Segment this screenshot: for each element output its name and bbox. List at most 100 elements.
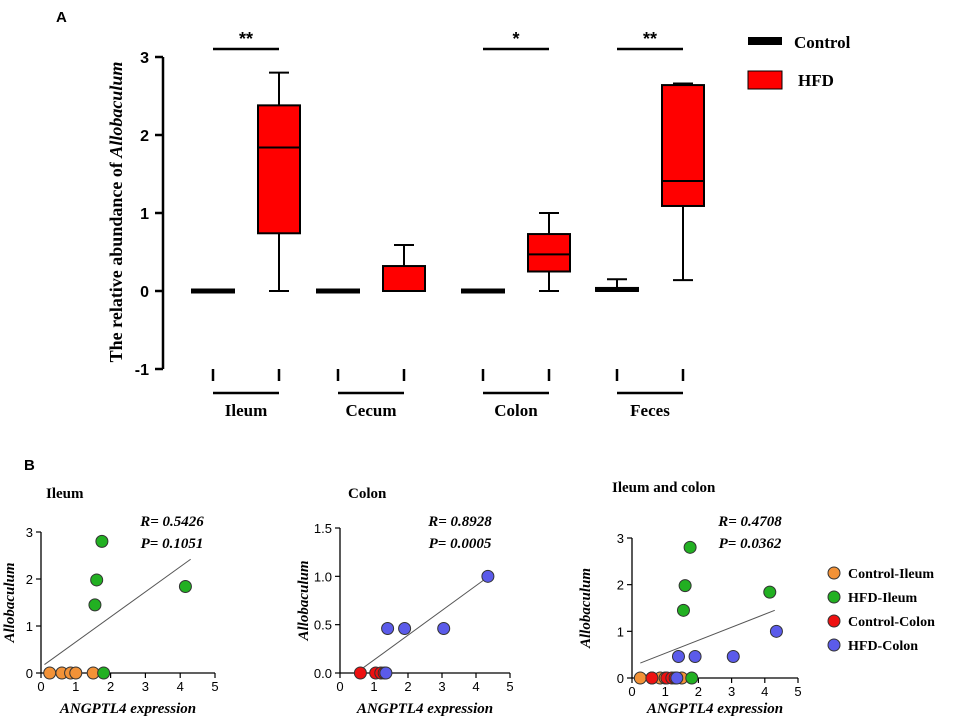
scatter-point-control-ileum — [43, 666, 57, 680]
scatter-x-tick-label: 5 — [794, 684, 801, 699]
legend-control-swatch — [748, 37, 782, 45]
scatter-y-tick-label: 1 — [26, 619, 33, 634]
scatter-x-tick-label: 1 — [662, 684, 669, 699]
scatter-point-hfd-colon — [688, 650, 702, 664]
scatter-y-tick-label: 0 — [617, 671, 624, 686]
panel-a-ylabel-prefix: The relative abundance of — [106, 158, 126, 363]
scatter-point-hfd-ileum — [676, 603, 690, 617]
scatter-ileum-title: Ileum — [46, 486, 84, 502]
scatter-point-control-ileum — [633, 671, 647, 685]
correlation-r: R= 0.4708 — [717, 514, 782, 530]
scatter-x-tick-label: 2 — [404, 679, 411, 694]
legend-hfd-label: HFD — [798, 71, 834, 90]
scatter-point-hfd-colon — [381, 622, 395, 636]
panel-a-ylabel-italic: Allobaculum — [106, 62, 126, 159]
scatter-colon-title: Colon — [348, 486, 387, 502]
scatter-point-hfd-ileum — [683, 540, 697, 554]
scatter-point-hfd-colon — [671, 650, 685, 664]
group-label: Feces — [630, 401, 670, 420]
box-hfd — [257, 104, 301, 235]
scatter-x-tick-label: 1 — [370, 679, 377, 694]
legend-hfd-ileum-label: HFD-Ileum — [848, 591, 918, 606]
scatter-point-hfd-ileum — [678, 579, 692, 593]
scatter-x-label: ANGPTL4 expression — [59, 701, 196, 717]
scatter-x-tick-label: 1 — [72, 679, 79, 694]
correlation-r: R= 0.8928 — [427, 514, 492, 530]
scatter-point-control-colon — [645, 671, 659, 685]
scatter-both-title: Ileum and colon — [612, 480, 716, 496]
scatter-point-control-colon — [353, 666, 367, 680]
regression-line — [640, 609, 775, 664]
legend-hfd-swatch — [747, 70, 783, 90]
panel-a-y-tick-label: -1 — [135, 362, 149, 379]
panel-a-y-tick-label: 2 — [140, 128, 149, 145]
box-hfd — [661, 84, 705, 207]
scatter-y-label: Allobaculum — [2, 562, 18, 643]
legend-control-colon-marker — [827, 614, 841, 628]
legend-hfd-colon-marker — [827, 638, 841, 652]
legend-control-colon-label: Control-Colon — [848, 615, 935, 630]
scatter-point-hfd-colon — [379, 666, 393, 680]
group-label: Ileum — [225, 401, 268, 420]
scatter-point-hfd-colon — [481, 569, 495, 583]
scatter-x-tick-label: 3 — [728, 684, 735, 699]
scatter-x-tick-label: 4 — [177, 679, 184, 694]
scatter-x-tick-label: 3 — [142, 679, 149, 694]
scatter-point-control-ileum — [69, 666, 83, 680]
legend-control-ileum-marker — [827, 566, 841, 580]
regression-line — [44, 558, 191, 665]
scatter-y-tick-label: 0 — [26, 666, 33, 681]
scatter-point-hfd-ileum — [178, 580, 192, 594]
scatter-point-hfd-ileum — [88, 598, 102, 612]
panel-label-a: A — [56, 9, 67, 26]
regression-line — [358, 577, 487, 672]
significance-label: ** — [239, 29, 253, 49]
scatter-point-hfd-ileum — [685, 671, 699, 685]
scatter-y-label: Allobaculum — [296, 560, 312, 641]
scatter-point-hfd-ileum — [97, 666, 111, 680]
scatter-x-tick-label: 0 — [336, 679, 343, 694]
group-label: Colon — [494, 401, 538, 420]
scatter-x-tick-label: 5 — [211, 679, 218, 694]
scatter-legend: Control-Ileum HFD-Ileum Control-Colon HF… — [827, 566, 935, 654]
scatter-x-tick-label: 2 — [695, 684, 702, 699]
scatter-point-hfd-colon — [769, 624, 783, 638]
group-label: Cecum — [346, 401, 397, 420]
scatter-point-hfd-ileum — [763, 585, 777, 599]
panel-a-y-tick-label: 3 — [140, 50, 149, 67]
scatter-point-hfd-ileum — [95, 534, 109, 548]
scatter-y-label: Allobaculum — [578, 568, 594, 649]
scatter-x-label: ANGPTL4 expression — [646, 701, 783, 717]
scatter-point-hfd-colon — [670, 671, 684, 685]
scatter-y-tick-label: 0.0 — [314, 666, 332, 681]
scatter-x-tick-label: 0 — [37, 679, 44, 694]
correlation-p: P= 0.1051 — [141, 536, 204, 552]
scatter-y-tick-label: 2 — [26, 572, 33, 587]
box-hfd — [382, 265, 426, 293]
scatter-point-hfd-colon — [437, 622, 451, 636]
correlation-p: P= 0.0362 — [719, 536, 782, 552]
scatter-x-tick-label: 2 — [107, 679, 114, 694]
significance-label: ** — [643, 29, 657, 49]
scatter-x-tick-label: 5 — [506, 679, 513, 694]
scatter-x-tick-label: 4 — [761, 684, 768, 699]
panel-label-b: B — [24, 457, 35, 474]
legend-control-label: Control — [794, 33, 851, 52]
correlation-p: P= 0.0005 — [429, 536, 492, 552]
scatter-y-tick-label: 3 — [617, 531, 624, 546]
legend-hfd-ileum-marker — [827, 590, 841, 604]
scatter-x-tick-label: 4 — [472, 679, 479, 694]
panel-a-y-tick-label: 0 — [140, 284, 149, 301]
significance-label: * — [512, 29, 519, 49]
box-hfd — [527, 233, 571, 273]
scatter-point-hfd-ileum — [90, 573, 104, 587]
scatter-x-label: ANGPTL4 expression — [356, 701, 493, 717]
scatter-point-hfd-colon — [726, 650, 740, 664]
legend-control-ileum-label: Control-Ileum — [848, 567, 934, 582]
scatter-point-hfd-colon — [398, 622, 412, 636]
panel-a-y-tick-label: 1 — [140, 206, 149, 223]
scatter-y-tick-label: 1.5 — [314, 521, 332, 536]
scatter-y-tick-label: 1.0 — [314, 569, 332, 584]
